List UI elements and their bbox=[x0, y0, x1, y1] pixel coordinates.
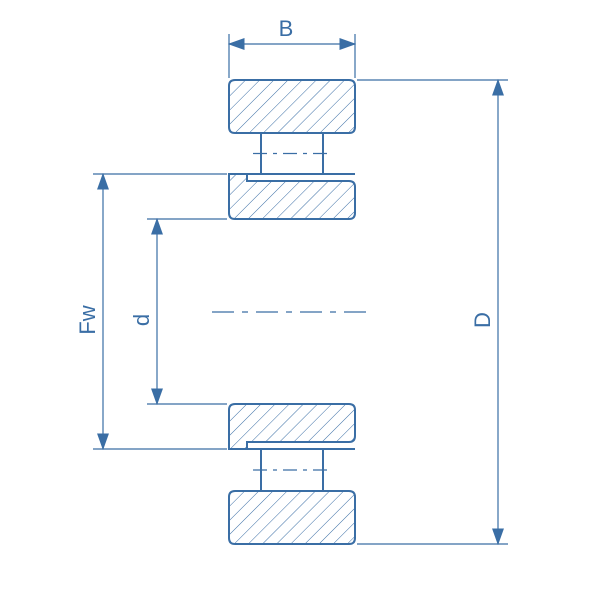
dimension-Fw: Fw bbox=[75, 174, 227, 449]
bearing-section bbox=[212, 80, 372, 544]
dimension-B: B bbox=[229, 16, 355, 78]
dimension-D: D bbox=[357, 80, 508, 544]
label-d: d bbox=[129, 314, 154, 326]
inner-race-bottom bbox=[229, 404, 355, 449]
label-Fw: Fw bbox=[75, 305, 100, 334]
bearing-diagram: B D d Fw bbox=[0, 0, 600, 600]
label-D: D bbox=[470, 312, 495, 328]
outer-race-bottom bbox=[229, 491, 355, 544]
outer-race-top bbox=[229, 80, 355, 133]
label-B: B bbox=[279, 16, 294, 41]
inner-race-top bbox=[229, 174, 355, 219]
